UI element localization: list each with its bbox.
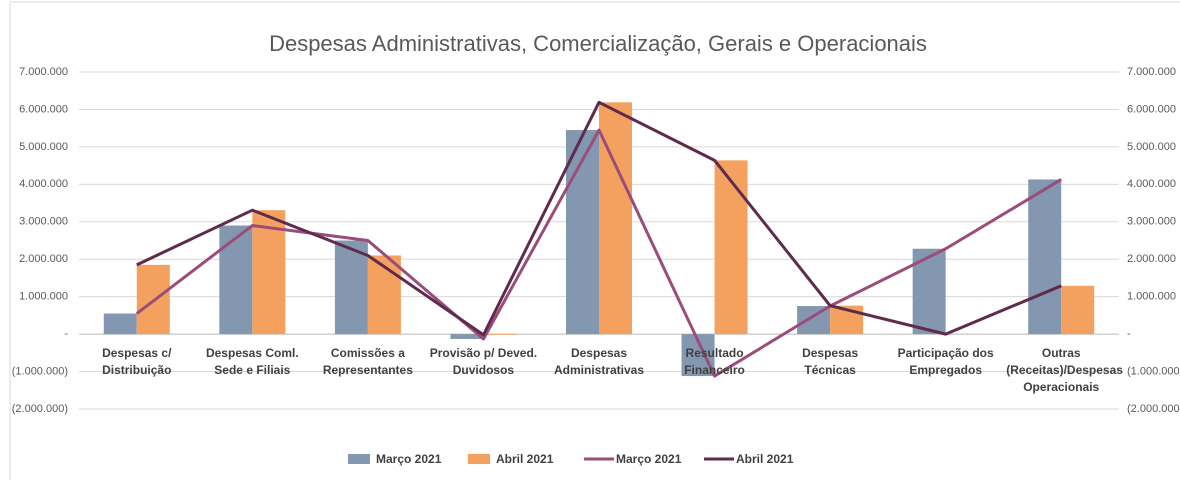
y2-tick-label: 2.000.000 (1127, 253, 1176, 265)
y2-tick-label: 6.000.000 (1127, 103, 1176, 115)
bar (103, 313, 137, 335)
line-series (136, 100, 1062, 337)
y-tick-label: 3.000.000 (19, 216, 68, 228)
legend-swatch (348, 454, 370, 464)
y-tick-label: - (64, 328, 68, 340)
bar (252, 210, 286, 335)
bar (1028, 179, 1062, 335)
x-tick-label: Resultado Financeiro (684, 346, 745, 377)
line-series (135, 128, 1062, 378)
y-tick-label: 2.000.000 (19, 253, 68, 265)
y2-tick-label: - (1127, 328, 1131, 340)
y2-tick-label: 4.000.000 (1127, 178, 1176, 190)
legend-label: Março 2021 (616, 452, 682, 466)
y2-tick-label: 3.000.000 (1127, 216, 1176, 228)
y-tick-label: 5.000.000 (19, 141, 68, 153)
x-tick-label: Despesas c/ Distribuição (102, 346, 172, 377)
y-tick-label: (1.000.000) (12, 365, 68, 377)
y2-tick-label: (1.000.000 (1127, 365, 1180, 377)
y-tick-label: 4.000.000 (19, 178, 68, 190)
y2-tick-label: (2.000.000 (1127, 403, 1180, 415)
y-tick-label: 7.000.000 (19, 66, 68, 78)
chart-border (9, 1, 1180, 480)
bar (714, 160, 748, 335)
x-tick-label: Despesas Técnicas (802, 346, 859, 377)
x-tick-label: Comissões a Representantes (322, 346, 413, 377)
legend-label: Abril 2021 (496, 452, 554, 466)
legend-label: Abril 2021 (736, 452, 794, 466)
bar (1061, 285, 1095, 335)
bar (219, 225, 253, 335)
x-tick-label: Participação dos Empregados (897, 346, 994, 377)
bar (566, 130, 599, 335)
y-tick-label: 6.000.000 (19, 103, 68, 115)
bar (450, 334, 484, 339)
y2-tick-label: 7.000.000 (1127, 66, 1176, 78)
x-tick-label: Outras (Receitas)/Despesas Operacionais (1006, 346, 1123, 394)
y2-tick-label: 1.000.000 (1127, 291, 1176, 303)
bar (334, 240, 368, 335)
x-tick-label: Provisão p/ Deved. Duvidosos (429, 346, 538, 377)
y-tick-label: 1.000.000 (19, 291, 68, 303)
x-tick-label: Despesas Coml. Sede e Filiais (205, 346, 299, 377)
chart-title: Despesas Administrativas, Comercializaçã… (269, 31, 927, 56)
y2-tick-label: 5.000.000 (1127, 141, 1176, 153)
bar (483, 334, 517, 335)
y-tick-label: (2.000.000) (12, 403, 68, 415)
legend-swatch (468, 454, 490, 464)
legend-label: Março 2021 (376, 452, 442, 466)
x-tick-label: Despesas Administrativas (553, 346, 645, 377)
